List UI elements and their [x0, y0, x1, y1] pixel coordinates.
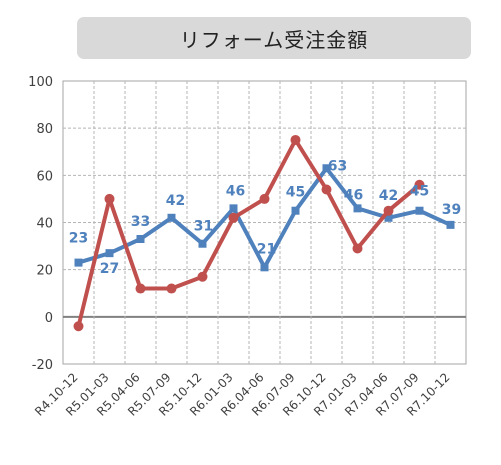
data-point: [321, 184, 332, 195]
series-2: [73, 134, 425, 332]
data-point: [322, 164, 331, 173]
data-label: 31: [194, 219, 213, 235]
data-point: [166, 283, 177, 294]
y-tick-label: 20: [36, 264, 53, 279]
data-label: 63: [328, 158, 347, 174]
data-point: [259, 193, 270, 204]
data-label: 45: [410, 184, 429, 200]
data-label: 46: [344, 187, 363, 203]
data-point: [353, 204, 362, 213]
data-point: [228, 212, 239, 223]
chart-title-box: リフォーム受注金額: [77, 17, 471, 59]
data-point: [135, 283, 146, 294]
data-point: [136, 235, 145, 244]
data-point: [352, 243, 363, 254]
data-label: 46: [226, 183, 245, 199]
data-point: [197, 271, 208, 282]
data-point: [383, 205, 394, 216]
data-point: [104, 193, 115, 204]
y-tick-label: 80: [36, 122, 53, 137]
data-point: [73, 321, 84, 332]
data-label: 21: [257, 241, 276, 257]
data-point: [105, 249, 114, 258]
y-tick-label: -20: [32, 358, 53, 373]
data-point: [198, 239, 207, 248]
chart-title: リフォーム受注金額: [179, 27, 369, 52]
data-point: [260, 263, 269, 272]
data-label: 39: [442, 202, 461, 218]
y-tick-label: 60: [36, 169, 53, 184]
data-point: [291, 206, 300, 215]
data-label: 23: [69, 231, 88, 247]
data-label: 27: [100, 261, 119, 277]
y-tick-label: 40: [36, 217, 53, 232]
data-point: [74, 258, 83, 267]
data-point: [384, 213, 393, 222]
series-1: [74, 164, 455, 272]
data-label: 42: [166, 193, 185, 209]
series-2-line: [76, 138, 421, 327]
data-label: 45: [286, 185, 305, 201]
data-point: [415, 206, 424, 215]
data-label: 42: [379, 188, 398, 204]
data-point: [446, 220, 455, 229]
data-label: 33: [131, 214, 150, 230]
data-point: [167, 213, 176, 222]
y-tick-label: 100: [28, 75, 53, 90]
data-point: [290, 134, 301, 145]
y-tick-label: 0: [45, 311, 53, 326]
data-point: [414, 179, 425, 190]
data-point: [229, 204, 238, 213]
